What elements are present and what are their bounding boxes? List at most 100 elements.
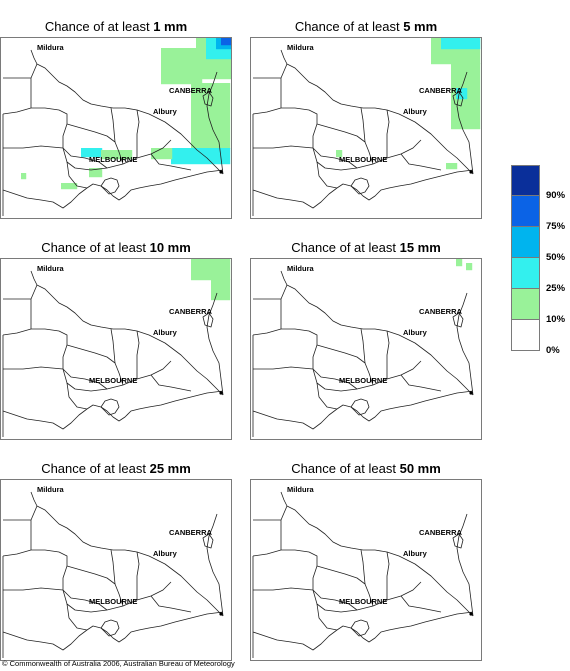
probability-cell bbox=[197, 87, 199, 89]
probability-cell bbox=[179, 59, 181, 61]
probability-cell bbox=[199, 39, 201, 41]
probability-cell bbox=[177, 55, 179, 57]
probability-cell bbox=[227, 59, 229, 61]
probability-cell bbox=[217, 98, 219, 100]
probability-cell bbox=[229, 76, 231, 78]
probability-cell bbox=[196, 69, 198, 71]
probability-cell bbox=[225, 91, 227, 93]
probability-cell bbox=[195, 113, 197, 115]
probability-cell bbox=[170, 73, 172, 75]
probability-cell bbox=[225, 106, 227, 108]
probability-cell bbox=[201, 75, 203, 77]
probability-cell bbox=[202, 43, 204, 45]
probability-cell bbox=[170, 63, 172, 65]
probability-cell bbox=[227, 67, 229, 69]
probability-cell bbox=[194, 109, 196, 111]
probability-cell bbox=[166, 56, 168, 58]
probability-cell bbox=[193, 81, 195, 83]
probability-cell bbox=[195, 104, 197, 106]
probability-cell bbox=[219, 88, 221, 90]
probability-cell bbox=[174, 64, 176, 66]
probability-cell bbox=[224, 38, 226, 40]
probability-cell bbox=[178, 60, 180, 62]
probability-cell bbox=[210, 77, 212, 79]
probability-cell bbox=[200, 100, 202, 102]
probability-cell bbox=[220, 94, 222, 96]
probability-cell bbox=[221, 110, 223, 112]
probability-cell bbox=[199, 57, 201, 59]
probability-cell bbox=[212, 107, 214, 109]
probability-cell bbox=[202, 102, 204, 104]
probability-cell bbox=[220, 44, 222, 46]
probability-cell bbox=[192, 70, 194, 72]
probability-cell bbox=[187, 70, 189, 72]
probability-cell bbox=[179, 56, 181, 58]
probability-cell bbox=[228, 38, 230, 40]
probability-cell bbox=[195, 57, 197, 59]
probability-cell bbox=[196, 94, 198, 96]
probability-cell bbox=[170, 65, 172, 67]
probability-cell bbox=[203, 52, 205, 54]
probability-cell bbox=[203, 112, 205, 114]
probability-cell bbox=[215, 78, 217, 80]
probability-cell bbox=[191, 86, 193, 88]
probability-cell bbox=[204, 41, 206, 43]
probability-cell bbox=[226, 70, 228, 72]
probability-cell bbox=[213, 113, 215, 115]
probability-cell bbox=[210, 63, 212, 65]
probability-cell bbox=[210, 83, 212, 85]
probability-cell bbox=[226, 101, 228, 103]
probability-cell bbox=[212, 49, 214, 51]
probability-cell bbox=[183, 60, 185, 62]
probability-cell bbox=[180, 76, 182, 78]
probability-cell bbox=[214, 74, 216, 76]
probability-cell bbox=[161, 55, 163, 57]
probability-cell bbox=[220, 57, 222, 59]
probability-cell bbox=[221, 111, 223, 113]
probability-cell bbox=[217, 91, 219, 93]
probability-cell bbox=[211, 60, 213, 62]
probability-cell bbox=[222, 63, 224, 65]
probability-cell bbox=[193, 91, 195, 93]
probability-cell bbox=[194, 74, 196, 76]
probability-cell bbox=[183, 80, 185, 82]
probability-cell bbox=[219, 67, 221, 69]
probability-cell bbox=[201, 52, 203, 54]
probability-cell bbox=[208, 66, 210, 68]
probability-cell bbox=[218, 111, 220, 113]
probability-cell bbox=[170, 50, 172, 52]
probability-cell bbox=[176, 71, 178, 73]
probability-cell bbox=[215, 111, 217, 113]
probability-cell bbox=[212, 76, 214, 78]
probability-cell bbox=[187, 63, 189, 65]
probability-cell bbox=[200, 40, 202, 42]
probability-cell bbox=[164, 65, 166, 67]
probability-cell bbox=[209, 100, 211, 102]
probability-cell bbox=[222, 102, 224, 104]
probability-cell bbox=[167, 68, 169, 70]
probability-cell bbox=[190, 54, 192, 56]
probability-cell bbox=[213, 64, 215, 66]
probability-cell bbox=[197, 106, 199, 108]
probability-cell bbox=[218, 49, 220, 51]
probability-cell bbox=[196, 68, 198, 70]
probability-cell bbox=[206, 110, 208, 112]
probability-cell bbox=[192, 88, 194, 90]
probability-cell bbox=[163, 83, 165, 85]
probability-cell bbox=[190, 64, 192, 66]
probability-cell bbox=[182, 80, 184, 82]
probability-cell bbox=[194, 66, 196, 68]
probability-cell bbox=[216, 76, 218, 78]
probability-cell bbox=[213, 43, 215, 45]
probability-cell bbox=[189, 79, 191, 81]
probability-cell bbox=[208, 62, 210, 64]
probability-cell bbox=[198, 103, 200, 105]
probability-cell bbox=[226, 54, 228, 56]
probability-cell bbox=[228, 99, 230, 101]
probability-cell bbox=[196, 43, 198, 45]
probability-cell bbox=[217, 55, 219, 57]
probability-cell bbox=[165, 75, 167, 77]
probability-cell bbox=[230, 62, 231, 64]
probability-cell bbox=[188, 63, 190, 65]
probability-cell bbox=[175, 48, 177, 50]
